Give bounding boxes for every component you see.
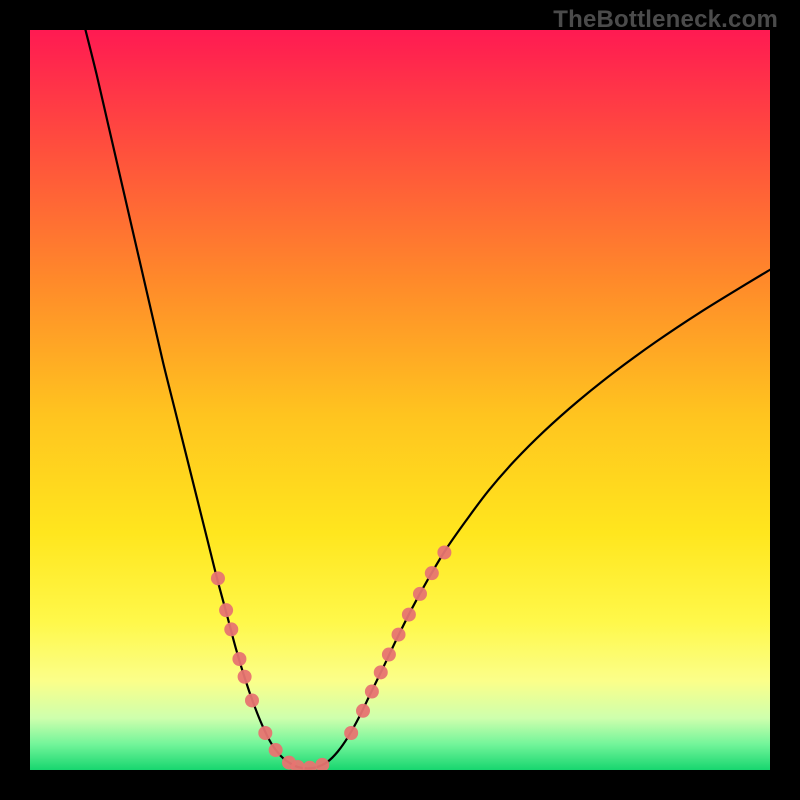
data-marker xyxy=(374,665,388,679)
data-marker xyxy=(258,726,272,740)
data-marker xyxy=(238,670,252,684)
data-marker xyxy=(344,726,358,740)
data-marker xyxy=(315,758,329,770)
chart-frame: TheBottleneck.com xyxy=(0,0,800,800)
data-marker xyxy=(219,603,233,617)
data-marker xyxy=(402,608,416,622)
data-marker xyxy=(425,566,439,580)
data-marker xyxy=(245,693,259,707)
data-marker xyxy=(413,587,427,601)
data-marker xyxy=(356,704,370,718)
data-marker xyxy=(392,628,406,642)
data-marker xyxy=(224,622,238,636)
data-marker xyxy=(232,652,246,666)
data-marker xyxy=(437,545,451,559)
data-marker xyxy=(365,685,379,699)
bottleneck-curve xyxy=(86,30,771,769)
plot-svg xyxy=(30,30,770,770)
watermark-text: TheBottleneck.com xyxy=(553,6,778,34)
data-marker xyxy=(211,571,225,585)
data-marker xyxy=(303,761,317,770)
plot-area xyxy=(30,30,770,770)
data-marker xyxy=(269,743,283,757)
data-marker xyxy=(382,648,396,662)
